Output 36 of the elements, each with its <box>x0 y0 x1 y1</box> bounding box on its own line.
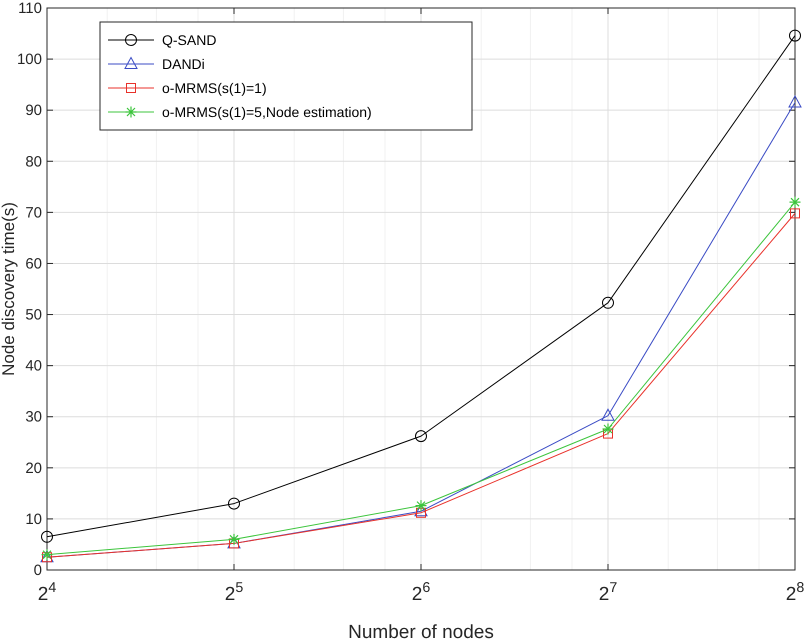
legend-label: Q-SAND <box>162 32 216 48</box>
x-tick-label: 2$^{4}$ <box>38 580 56 605</box>
point <box>228 498 240 510</box>
point <box>228 533 240 546</box>
point <box>788 196 802 208</box>
point <box>602 296 614 309</box>
x-axis-title: Number of nodes <box>348 622 494 643</box>
point <box>414 500 428 512</box>
point <box>789 30 801 42</box>
y-tick-label: 50 <box>25 306 42 324</box>
y-tick-label: 60 <box>25 255 42 272</box>
point <box>790 208 800 218</box>
y-tick-label: 70 <box>25 204 42 222</box>
y-tick-label: 100 <box>16 51 42 68</box>
y-axis-title: Node discovery time(s) <box>0 202 18 376</box>
y-tick-label: 90 <box>25 102 42 120</box>
y-tick-label: 110 <box>18 0 42 17</box>
point <box>788 96 802 108</box>
x-tick-label: 2$^{7}$ <box>598 580 618 605</box>
y-tick-label: 20 <box>25 460 42 477</box>
y-tick-label: 10 <box>25 510 42 528</box>
x-tick-label: 2$^{8}$ <box>786 580 804 605</box>
point <box>41 530 53 543</box>
y-tick-label: 80 <box>25 153 42 170</box>
x-tick-label: 2$^{6}$ <box>412 580 430 605</box>
point <box>415 430 427 442</box>
legend-label: o-MRMS(s(1)=1) <box>162 80 267 96</box>
y-tick-label: 0 <box>34 562 42 579</box>
x-tick-label: 2$^{5}$ <box>224 580 244 605</box>
point <box>416 508 426 518</box>
legend-label: o-MRMS(s(1)=5,Node estimation) <box>162 104 372 120</box>
point <box>602 422 614 436</box>
y-tick-label: 30 <box>25 408 42 426</box>
y-tick-label: 40 <box>25 358 42 375</box>
point <box>602 408 614 421</box>
legend-label: DANDi <box>162 56 205 72</box>
